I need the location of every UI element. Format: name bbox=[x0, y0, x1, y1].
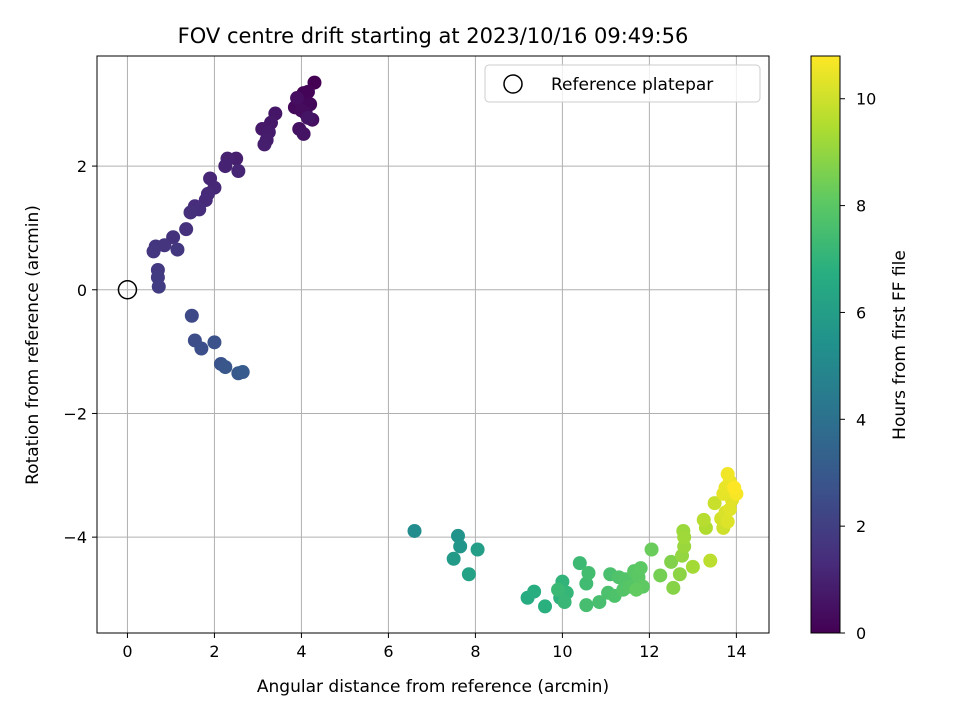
scatter-point bbox=[579, 576, 594, 591]
x-tick-label: 6 bbox=[383, 642, 393, 661]
y-axis-ticks: −4 −2 0 2 bbox=[63, 157, 97, 547]
scatter-point bbox=[720, 514, 735, 529]
scatter-point bbox=[235, 365, 250, 380]
scatter-point bbox=[703, 553, 718, 568]
legend: Reference platepar bbox=[484, 64, 761, 103]
x-tick-label: 0 bbox=[122, 642, 132, 661]
scatter-point bbox=[183, 205, 198, 220]
scatter-point bbox=[231, 164, 246, 179]
x-tick-label: 4 bbox=[296, 642, 306, 661]
scatter-point bbox=[184, 308, 199, 323]
scatter-point bbox=[470, 542, 485, 557]
colorbar-tick-label: 4 bbox=[856, 410, 866, 429]
scatter-point bbox=[685, 559, 700, 574]
colorbar-tick-label: 0 bbox=[856, 624, 866, 643]
scatter-point bbox=[218, 360, 233, 375]
colorbar-tick-label: 6 bbox=[856, 303, 866, 322]
chart-title: FOV centre drift starting at 2023/10/16 … bbox=[178, 24, 689, 48]
scatter-point bbox=[407, 523, 422, 538]
colorbar-tick-label: 2 bbox=[856, 517, 866, 536]
y-tick-label: 2 bbox=[77, 157, 87, 176]
scatter-point bbox=[146, 244, 161, 259]
scatter-point bbox=[207, 335, 222, 350]
scatter-point bbox=[579, 598, 594, 613]
scatter-point bbox=[677, 530, 692, 545]
y-tick-label: −4 bbox=[63, 528, 87, 547]
reference-point-marker bbox=[117, 280, 138, 300]
scatter-point bbox=[170, 242, 185, 257]
colorbar-tick-label: 10 bbox=[856, 90, 876, 109]
scatter-point bbox=[592, 595, 607, 610]
scatter-point bbox=[300, 110, 315, 125]
scatter-point bbox=[300, 84, 315, 99]
scatter-point bbox=[151, 279, 166, 294]
scatter-point bbox=[707, 496, 722, 511]
legend-entry: Reference platepar bbox=[551, 75, 713, 95]
scatter-point bbox=[581, 566, 596, 581]
scatter-point bbox=[538, 599, 552, 614]
colorbar bbox=[811, 56, 840, 633]
scatter-point bbox=[653, 568, 668, 583]
scatter-point bbox=[672, 567, 687, 582]
scatter-point bbox=[572, 556, 587, 571]
x-tick-label: 10 bbox=[552, 642, 572, 661]
scatter-point bbox=[666, 580, 681, 595]
colorbar-label: Hours from first FF file bbox=[890, 250, 910, 440]
y-tick-label: −2 bbox=[63, 404, 87, 423]
y-axis-label: Rotation from reference (arcmin) bbox=[23, 205, 43, 485]
scatter-point bbox=[664, 554, 679, 569]
scatter-point bbox=[527, 584, 542, 599]
x-axis-ticks: 0 2 4 6 8 10 12 14 bbox=[122, 633, 747, 661]
scatter-point bbox=[218, 159, 233, 174]
scatter-point bbox=[720, 467, 735, 482]
y-tick-label: 0 bbox=[77, 281, 87, 300]
scatter-point bbox=[453, 539, 468, 554]
scatter-point bbox=[629, 582, 644, 597]
legend-box bbox=[484, 64, 761, 103]
x-tick-label: 12 bbox=[639, 642, 659, 661]
scatter-point bbox=[727, 480, 742, 495]
scatter-point bbox=[179, 222, 194, 237]
scatter-point bbox=[644, 542, 659, 557]
legend-marker bbox=[503, 74, 523, 94]
scatter-point bbox=[290, 91, 305, 106]
plot-frame bbox=[96, 55, 770, 634]
x-tick-label: 8 bbox=[470, 642, 480, 661]
scatter-point bbox=[551, 582, 566, 597]
scatter-points bbox=[146, 75, 744, 614]
scatter-point bbox=[633, 561, 648, 576]
x-tick-label: 14 bbox=[726, 642, 746, 661]
x-axis-label: Angular distance from reference (arcmin) bbox=[257, 677, 609, 697]
colorbar-ticks: 0 2 4 6 8 10 bbox=[840, 90, 876, 643]
scatter-point bbox=[557, 595, 572, 610]
scatter-point bbox=[696, 512, 711, 527]
colorbar-tick-label: 8 bbox=[856, 197, 866, 216]
x-tick-label: 2 bbox=[209, 642, 219, 661]
scatter-point bbox=[451, 528, 466, 543]
scatter-point bbox=[194, 341, 209, 356]
scatter-point bbox=[296, 126, 311, 141]
scatter-point bbox=[446, 551, 461, 566]
scatter-point bbox=[461, 567, 476, 582]
colorbar-frame bbox=[810, 55, 841, 634]
scatter-point bbox=[257, 137, 272, 152]
